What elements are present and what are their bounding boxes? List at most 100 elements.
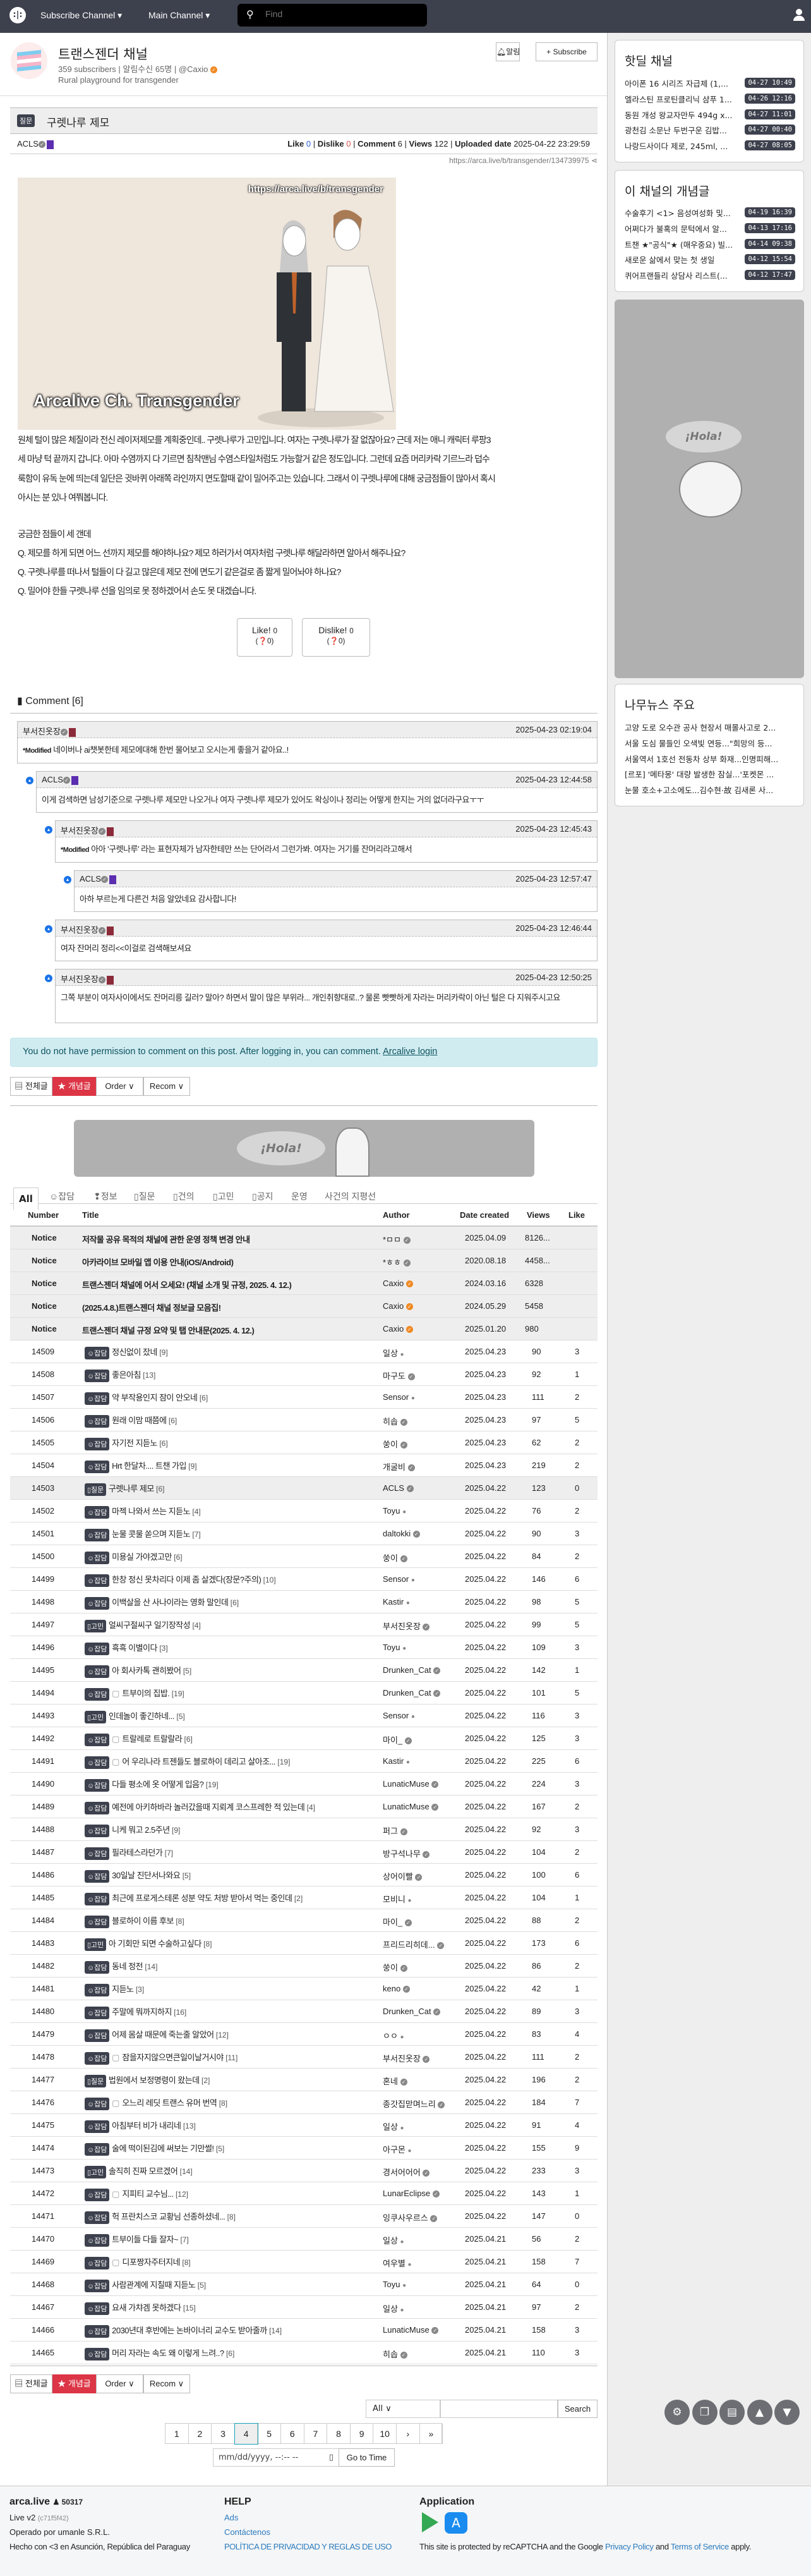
post-author[interactable]: LunaticMuse ✓	[383, 1779, 439, 1789]
post-title-cell[interactable]: ☺잡담 사람관계에 지칠때 지듣노 [5]	[85, 2278, 206, 2292]
category-badge[interactable]: ☺잡담	[85, 1642, 110, 1655]
item-title[interactable]: 서울 도심 물들인 오색빛 연등..."희망의 등...	[625, 738, 772, 748]
post-title[interactable]: 니케 뭐고 2.5주년	[112, 1825, 170, 1835]
comment-author[interactable]: 부서진옷장	[23, 727, 61, 736]
category-badge[interactable]: ☺잡담	[85, 1392, 110, 1405]
category-badge[interactable]: ☺잡담	[85, 1733, 110, 1746]
sidebar-list-item[interactable]: 고양 도로 오수관 공사 현장서 매몰사고로 2...	[625, 721, 795, 734]
table-row[interactable]: 14488 ☺잡담 니케 뭐고 2.5주년 [9] 퍼그 ✓ 2025.04.22 92…	[10, 1818, 598, 1841]
item-title[interactable]: 광천김 소문난 두번구운 김밥...	[625, 126, 727, 136]
table-row[interactable]: 14498 ☺잡담 이백살을 산 사나이라는 영화 말인데 [6] Kastir ●…	[10, 1591, 598, 1613]
post-title[interactable]: 요새 가챠겜 못하겠다	[112, 2303, 181, 2312]
post-author[interactable]: ACLS ✓	[383, 1483, 414, 1493]
post-title[interactable]: 머리 자라는 속도 왜 이렇게 느려..?	[112, 2348, 224, 2358]
like-button[interactable]: Like! 0 (❓0)	[237, 618, 292, 657]
post-title[interactable]: 아침부터 비가 내리네	[112, 2121, 181, 2130]
post-author[interactable]: 마구도 ✓	[383, 1370, 415, 1382]
go-to-time-button[interactable]: Go to Time	[339, 2448, 395, 2467]
category-badge[interactable]: ☺잡담	[85, 2029, 110, 2042]
table-row[interactable]: 14492 ☺잡담 ▢ 트랄레로 트랄랄라 [6] 마이_ ✓ 2025.04.22 12…	[10, 1727, 598, 1750]
post-author[interactable]: 여우별 ●	[383, 2259, 412, 2268]
post-author[interactable]: 일상 ●	[383, 2122, 404, 2132]
category-badge[interactable]: ☺잡담	[85, 1756, 110, 1769]
post-title-cell[interactable]: ☺잡담 미용실 가야겠고만 [6]	[85, 1550, 183, 1564]
post-title[interactable]: 30일날 진단서나와요	[112, 1871, 181, 1880]
item-title[interactable]: 나랑드사이다 제로, 245ml, ...	[625, 142, 728, 152]
google-play-icon[interactable]	[422, 2512, 438, 2532]
post-title[interactable]: 법원에서 보정명령이 왔는데	[108, 2075, 200, 2085]
category-badge[interactable]: ☺잡담	[85, 1778, 110, 1792]
category-badge[interactable]: ☺잡담	[85, 2006, 110, 2019]
post-title-cell[interactable]: ☺잡담 흑흑 이별이다 [3]	[85, 1641, 168, 1655]
post-title-cell[interactable]: ☺잡담 눈물 콧물 쏟으며 지듣노 [7]	[85, 1528, 201, 1541]
table-row[interactable]: 14477 ▯질문 법원에서 보정명령이 왔는데 [2] 혼네 ✓ 2025.04.2…	[10, 2069, 598, 2091]
share-icon[interactable]: ⋖	[591, 156, 598, 165]
post-title[interactable]: 정신없이 잤네	[112, 1347, 157, 1357]
post-title-cell[interactable]: ☺잡담 ▢ 트랄레로 트랄랄라 [6]	[85, 1732, 193, 1746]
post-title-cell[interactable]: ▯고민 얼씨구절씨구 일기장작성 [4]	[85, 1619, 201, 1632]
category-badge[interactable]: ☺잡담	[85, 1801, 110, 1814]
post-author[interactable]: 쑹이 ✓	[383, 1438, 407, 1450]
item-title[interactable]: 트챈 ★"공식"★ (매우중요) 빌...	[625, 240, 733, 250]
post-title[interactable]: 얼씨구절씨구 일기장작성	[108, 1620, 191, 1630]
sidebar-list-item[interactable]: 어쩌다가 불혹의 문턱에서 알... 04-13 17:16	[625, 222, 795, 235]
sidebar-list-item[interactable]: 동원 개성 왕교자만두 494g x... 04-27 11:01	[625, 109, 795, 121]
post-author[interactable]: LunaticMuse ✓	[383, 2325, 439, 2335]
post-title[interactable]: 예전에 아키하바라 놀러갔을때 지뢰계 코스프레한 적 있는데	[112, 1802, 305, 1812]
comment-author[interactable]: 부서진옷장	[61, 975, 99, 984]
post-title[interactable]: (2025.4.8.)트랜스젠더 채널 정보글 모음집!	[82, 1303, 221, 1313]
privacy-link[interactable]: Privacy Policy	[604, 2542, 654, 2551]
post-title[interactable]: 술에 떡이된김에 써보는 기만썰!	[112, 2144, 214, 2153]
tab-worry[interactable]: ▯고민	[213, 1191, 234, 1201]
page-link[interactable]: »	[420, 2424, 443, 2444]
channel-owner[interactable]: @Caxio	[178, 64, 208, 74]
page-link[interactable]: 1	[165, 2424, 189, 2444]
category-badge[interactable]: ☺잡담	[85, 1983, 110, 1996]
post-author[interactable]: 일상 ●	[383, 2236, 404, 2245]
arcalive-logo[interactable]: :|:	[9, 7, 26, 23]
table-row[interactable]: 14503 ▯질문 구렛나루 제모 [6] ACLS ✓ 2025.04.22 123 0	[10, 1477, 598, 1500]
post-title-cell[interactable]: ☺잡담 정신없이 잤네 [9]	[85, 1346, 168, 1359]
post-author[interactable]: 상어이빨 ✓	[383, 1870, 423, 1882]
item-title[interactable]: 새로운 삶에서 맞는 첫 생일	[625, 255, 715, 265]
all-posts-button[interactable]: ▤ 전체글	[10, 2374, 52, 2393]
footer-brand[interactable]: arca.live	[9, 2496, 51, 2507]
post-title[interactable]: 지피티 교수님...	[122, 2189, 174, 2199]
post-author[interactable]: 마이_ ✓	[383, 1916, 412, 1928]
post-author[interactable]: *ㅎㅎ ✓	[383, 1256, 411, 1268]
table-row[interactable]: 14480 ☺잡담 주말에 뭐까지하지 [16] Drunken_Cat ✓ 2025…	[10, 2000, 598, 2023]
comment-author[interactable]: 부서진옷장	[61, 826, 99, 835]
sidebar-list-item[interactable]: 광천김 소문난 두번구운 김밥... 04-27 00:40	[625, 124, 795, 137]
post-title[interactable]: 다들 평소에 옷 어떻게 입음?	[112, 1780, 204, 1789]
category-badge[interactable]: ☺잡담	[85, 2097, 110, 2110]
category-badge[interactable]: ☺잡담	[85, 2279, 110, 2292]
post-author[interactable]: 부서진옷장 ✓	[383, 2052, 430, 2064]
category-badge[interactable]: ▯질문	[85, 1483, 107, 1496]
category-badge[interactable]: ☺잡담	[85, 1505, 110, 1519]
subscribe-channel-menu[interactable]: Subscribe Channel ▾	[40, 10, 123, 20]
category-badge[interactable]: ☺잡담	[85, 2188, 110, 2201]
notice-row[interactable]: Notice 아카라이브 모바일 앱 이용 안내(iOS/Android) *ㅎㅎ …	[10, 1249, 598, 1272]
table-row[interactable]: 14490 ☺잡담 다들 평소에 옷 어떻게 입음? [19] LunaticMus…	[10, 1773, 598, 1795]
post-title-cell[interactable]: ☺잡담 헉 프란치스코 교황님 선종하셨네... [8]	[85, 2210, 236, 2224]
post-author[interactable]: Caxio ✓	[383, 1279, 413, 1288]
policy-link[interactable]: POLÍTICA DE PRIVACIDAD Y REGLAS DE USO	[224, 2542, 392, 2551]
table-row[interactable]: 14487 ☺잡담 필라테스라던가 [7] 방구석나무 ✓ 2025.04.22 104…	[10, 1841, 598, 1864]
post-author[interactable]: 히솝 ✓	[383, 2348, 407, 2360]
tab-question[interactable]: ▯질문	[134, 1191, 155, 1201]
sidebar-list-item[interactable]: 서울역서 1호선 전동차 상부 화재...인명피해...	[625, 753, 795, 765]
channel-icon[interactable]	[11, 42, 47, 79]
post-title[interactable]: 좋은아침	[112, 1370, 141, 1380]
post-author[interactable]: LunarEclipse ✓	[383, 2189, 440, 2198]
post-title-cell[interactable]: ☺잡담 주말에 뭐까지하지 [16]	[85, 2005, 186, 2019]
post-author[interactable]: Toyu ●	[383, 1506, 407, 1516]
post-title[interactable]: 블로하이 이름 후보	[112, 1916, 174, 1926]
search-button[interactable]: Search	[558, 2400, 598, 2418]
notice-row[interactable]: Notice 트랜스젠더 채널 규정 요약 및 탭 안내문(2025. 4. 12…	[10, 1318, 598, 1340]
post-title-cell[interactable]: ▯고민 아 기회만 되면 수술하고싶다 [8]	[85, 1937, 212, 1951]
category-badge[interactable]: ☺잡담	[85, 2347, 110, 2360]
post-title[interactable]: 마젝 나와서 쓰는 지듣노	[112, 1507, 191, 1516]
post-title[interactable]: 최근에 프로게스테론 성분 약도 처방 받아서 먹는 중인데	[112, 1893, 292, 1903]
sidebar-list-item[interactable]: 엘라스틴 프로틴클리닉 샴푸 1... 04-26 12:16	[625, 93, 795, 106]
table-row[interactable]: 14501 ☺잡담 눈물 콧물 쏟으며 지듣노 [7] daltokki ✓ 2025…	[10, 1522, 598, 1545]
